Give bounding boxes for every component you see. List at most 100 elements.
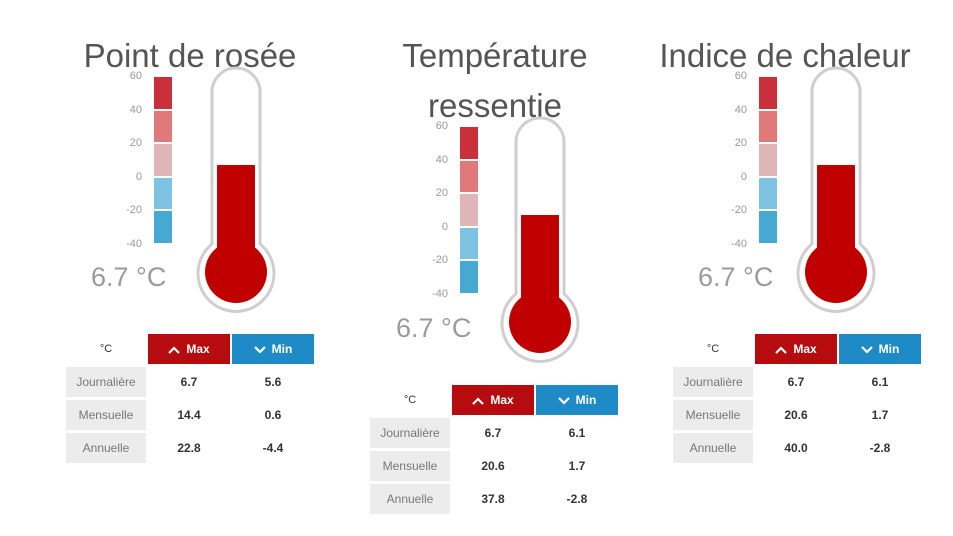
scale-segment bbox=[154, 144, 172, 176]
scale-tick-label: -40 bbox=[432, 287, 448, 300]
scale-tick-label: -40 bbox=[126, 237, 142, 250]
row-label: Annuelle bbox=[66, 433, 146, 463]
scale-segment bbox=[460, 160, 478, 192]
chevron-down-icon bbox=[860, 346, 873, 354]
min-value: 6.1 bbox=[871, 375, 889, 389]
max-value: 22.8 bbox=[177, 441, 201, 455]
table-row: Journalière 6.7 6.1 bbox=[370, 418, 618, 448]
column-header-label: Max bbox=[186, 342, 210, 356]
scale-segment bbox=[759, 211, 777, 243]
table-header-row: °C Max Min bbox=[673, 334, 921, 364]
max-value: 20.6 bbox=[784, 408, 808, 422]
table-header-row: °C Max Min bbox=[66, 334, 314, 364]
unit-header: °C bbox=[99, 343, 113, 355]
row-label: Mensuelle bbox=[66, 400, 146, 430]
max-value: 6.7 bbox=[180, 375, 198, 389]
scale-segment bbox=[759, 77, 777, 109]
min-value: -2.8 bbox=[869, 441, 891, 455]
temperature-readout: 6.7 °C bbox=[698, 262, 774, 292]
scale-tick-label: -20 bbox=[432, 254, 448, 266]
panel-title: Indice de chaleur bbox=[659, 37, 911, 75]
scale-tick-label: 60 bbox=[734, 70, 747, 82]
chevron-down-icon bbox=[253, 346, 266, 354]
table-row: Mensuelle 20.6 1.7 bbox=[370, 451, 618, 481]
scale-tick-label: 40 bbox=[734, 103, 747, 116]
min-value: 1.7 bbox=[568, 459, 586, 473]
min-column-header: Min bbox=[232, 334, 314, 364]
min-value: 5.6 bbox=[264, 375, 282, 389]
scale-tick-label: 20 bbox=[734, 137, 747, 149]
row-label: Journalière bbox=[673, 367, 753, 397]
row-label: Mensuelle bbox=[370, 451, 450, 481]
unit-header: °C bbox=[403, 394, 417, 406]
thermometer-icon bbox=[796, 66, 876, 313]
stats-table: °C Max Min Journalière 6.7 5.6 Mensuelle 14.4 0.… bbox=[64, 331, 316, 466]
thermometer-bulb bbox=[805, 241, 867, 303]
temperature-scale: 60 40 20 0 -20 -40 bbox=[100, 70, 175, 250]
row-label: Journalière bbox=[370, 418, 450, 448]
max-value: 6.7 bbox=[484, 426, 502, 440]
scale-tick-label: -20 bbox=[731, 204, 747, 216]
heat-index-panel: Indice de chaleur 60 40 20 0 -20 -40 6.7 °C °… bbox=[617, 0, 953, 536]
min-value: -4.4 bbox=[262, 441, 284, 455]
scale-tick-label: -40 bbox=[731, 237, 747, 250]
thermometer-icon bbox=[196, 66, 276, 313]
max-value: 6.7 bbox=[787, 375, 805, 389]
scale-segment bbox=[154, 110, 172, 142]
scale-tick-label: 0 bbox=[441, 220, 448, 233]
table-row: Mensuelle 14.4 0.6 bbox=[66, 400, 314, 430]
column-header-label: Min bbox=[575, 393, 597, 407]
table-row: Annuelle 37.8 -2.8 bbox=[370, 484, 618, 514]
max-value: 37.8 bbox=[481, 492, 505, 506]
unit-header: °C bbox=[706, 343, 720, 355]
scale-segment bbox=[460, 194, 478, 226]
scale-tick-label: 40 bbox=[129, 103, 142, 116]
row-label: Mensuelle bbox=[673, 400, 753, 430]
thermometer-bulb bbox=[509, 291, 571, 353]
dew-point-panel: Point de rosée 60 40 20 0 -20 -40 6.7 °C °C Ma… bbox=[0, 0, 380, 536]
row-label: Annuelle bbox=[370, 484, 450, 514]
scale-tick-label: 0 bbox=[135, 170, 142, 183]
max-value: 40.0 bbox=[784, 441, 808, 455]
stats-table: °C Max Min Journalière 6.7 6.1 Mensuelle 20.6 1.… bbox=[368, 382, 620, 517]
panel-title: Point de rosée bbox=[83, 37, 297, 75]
thermometer-bulb bbox=[205, 241, 267, 303]
temperature-readout: 6.7 °C bbox=[91, 262, 167, 292]
max-column-header: Max bbox=[452, 385, 534, 415]
max-value: 14.4 bbox=[177, 408, 201, 422]
scale-segment bbox=[759, 144, 777, 176]
scale-tick-label: 20 bbox=[435, 187, 448, 199]
chevron-up-icon bbox=[472, 397, 485, 405]
column-header-label: Max bbox=[793, 342, 817, 356]
min-value: 1.7 bbox=[871, 408, 889, 422]
scale-segment bbox=[154, 77, 172, 109]
chevron-down-icon bbox=[557, 397, 570, 405]
scale-segment bbox=[460, 127, 478, 159]
table-row: Mensuelle 20.6 1.7 bbox=[673, 400, 921, 430]
chevron-up-icon bbox=[168, 346, 181, 354]
feels-like-panel: Température ressentie 60 40 20 0 -20 -40 6.7 … bbox=[330, 0, 660, 536]
scale-segment bbox=[759, 110, 777, 142]
temperature-readout: 6.7 °C bbox=[396, 313, 472, 343]
column-header-label: Min bbox=[271, 342, 293, 356]
max-value: 20.6 bbox=[481, 459, 505, 473]
min-value: -2.8 bbox=[566, 492, 588, 506]
panel-title: Température ressentie bbox=[402, 37, 588, 125]
scale-segment bbox=[154, 211, 172, 243]
scale-tick-label: 60 bbox=[129, 70, 142, 82]
scale-tick-label: 60 bbox=[435, 120, 448, 132]
row-label: Annuelle bbox=[673, 433, 753, 463]
column-header-label: Min bbox=[878, 342, 900, 356]
min-column-header: Min bbox=[839, 334, 921, 364]
scale-segment bbox=[154, 177, 172, 209]
scale-segment bbox=[759, 177, 777, 209]
table-row: Journalière 6.7 6.1 bbox=[673, 367, 921, 397]
table-row: Journalière 6.7 5.6 bbox=[66, 367, 314, 397]
max-column-header: Max bbox=[755, 334, 837, 364]
column-header-label: Max bbox=[490, 393, 514, 407]
min-value: 0.6 bbox=[264, 408, 282, 422]
min-value: 6.1 bbox=[568, 426, 586, 440]
thermometer-icon bbox=[500, 116, 580, 363]
chevron-up-icon bbox=[775, 346, 788, 354]
scale-tick-label: 20 bbox=[129, 137, 142, 149]
